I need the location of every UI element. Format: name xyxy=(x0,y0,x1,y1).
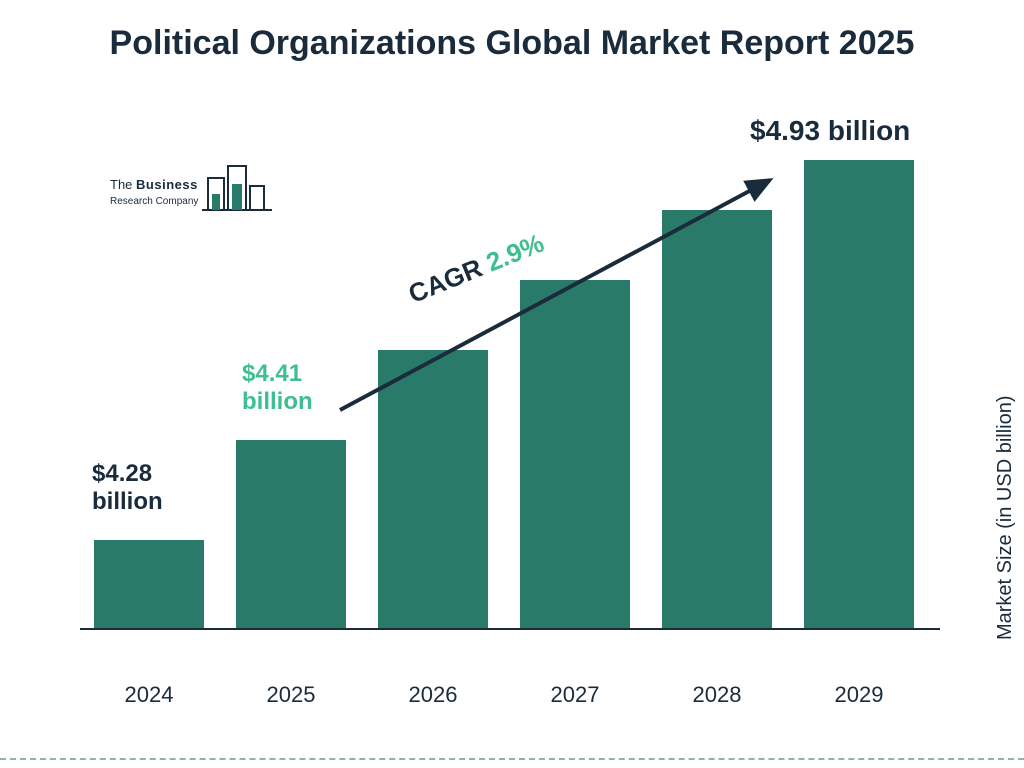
bar-2026 xyxy=(378,350,488,630)
xlabel-2025: 2025 xyxy=(236,682,346,708)
value-2024-unit: billion xyxy=(92,488,163,515)
market-chart: CAGR 2.9% $4.28 billion $4.41 billion $4… xyxy=(80,150,940,670)
xlabel-2027: 2027 xyxy=(520,682,630,708)
value-2025-unit: billion xyxy=(242,388,313,415)
bar-2028 xyxy=(662,210,772,630)
bars-container xyxy=(80,150,940,630)
xlabel-2029: 2029 xyxy=(804,682,914,708)
plot-area: CAGR 2.9% $4.28 billion $4.41 billion $4… xyxy=(80,150,940,630)
y-axis-label: Market Size (in USD billion) xyxy=(995,396,1018,641)
chart-title: Political Organizations Global Market Re… xyxy=(0,22,1024,65)
bar-2027 xyxy=(520,280,630,630)
value-2025-amount: $4.41 xyxy=(242,360,302,387)
footer-divider xyxy=(0,758,1024,760)
report-frame: Political Organizations Global Market Re… xyxy=(0,0,1024,768)
xlabel-2028: 2028 xyxy=(662,682,772,708)
x-axis-labels: 2024 2025 2026 2027 2028 2029 xyxy=(80,678,940,708)
xlabel-2024: 2024 xyxy=(94,682,204,708)
bar-2025 xyxy=(236,440,346,630)
value-label-2024: $4.28 billion xyxy=(92,460,163,515)
xlabel-2026: 2026 xyxy=(378,682,488,708)
x-axis-line xyxy=(80,628,940,630)
bar-2024 xyxy=(94,540,204,630)
value-label-2029: $4.93 billion xyxy=(750,115,910,147)
value-label-2025: $4.41 billion xyxy=(242,360,313,415)
value-2024-amount: $4.28 xyxy=(92,460,152,487)
bar-2029 xyxy=(804,160,914,630)
